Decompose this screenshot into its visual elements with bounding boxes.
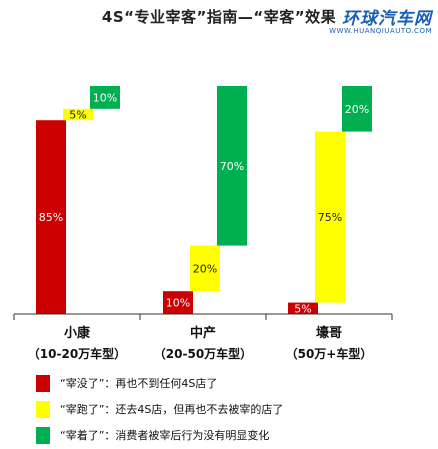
data-label: 70%	[220, 160, 244, 173]
bar-yellow-2	[190, 245, 220, 292]
legend-item-green: “宰着了”：消费者被宰后行为没有明显变化	[36, 425, 269, 445]
data-label: 20%	[193, 262, 217, 275]
category-sublabel: （50万+车型）	[286, 346, 373, 361]
legend-label: “宰跑了”：还去4S店，但再也不去被宰的店了	[60, 403, 284, 416]
page-title: 4S“专业宰客”指南—“宰客”效果	[101, 8, 337, 26]
bar-green-3	[342, 86, 372, 132]
legend-item-yellow: “宰跑了”：还去4S店，但再也不去被宰的店了	[36, 399, 283, 419]
data-label: 5%	[69, 109, 86, 122]
bar-yellow-1	[63, 108, 93, 121]
legend-item-red: “宰没了”：再也不到任何4S店了	[36, 373, 217, 393]
bar-red-3	[288, 302, 318, 314]
data-label: 85%	[39, 211, 63, 224]
legend-label: “宰着了”：消费者被宰后行为没有明显变化	[60, 429, 270, 442]
bar-green-1	[90, 86, 120, 109]
data-label: 5%	[294, 302, 311, 315]
data-label: 20%	[345, 103, 369, 116]
data-label: 10%	[93, 91, 117, 104]
data-label: 75%	[318, 211, 342, 224]
bar-yellow-3	[315, 131, 345, 303]
watermark-url: WWW.HUANQIUAUTO.COM	[329, 27, 432, 35]
category-label: 壕哥	[316, 325, 342, 341]
bar-red-1	[36, 120, 66, 314]
category-sublabel: （20-50万车型）	[154, 346, 252, 361]
legend-swatch-green	[36, 426, 50, 444]
category-label: 小康	[64, 325, 91, 341]
legend-swatch-red	[36, 374, 50, 392]
watermark-logo: 环球汽车网 WWW.HUANQIUAUTO.COM	[329, 4, 432, 35]
category-sublabel: （10-20万车型）	[28, 346, 126, 361]
legend-label: “宰没了”：再也不到任何4S店了	[60, 377, 218, 390]
data-label: 10%	[166, 297, 190, 310]
bar-red-2	[163, 291, 193, 314]
watermark-text: 环球汽车网	[342, 9, 432, 29]
legend-swatch-yellow	[36, 400, 50, 418]
category-label: 中产	[190, 325, 216, 341]
bar-green-2	[217, 86, 247, 246]
